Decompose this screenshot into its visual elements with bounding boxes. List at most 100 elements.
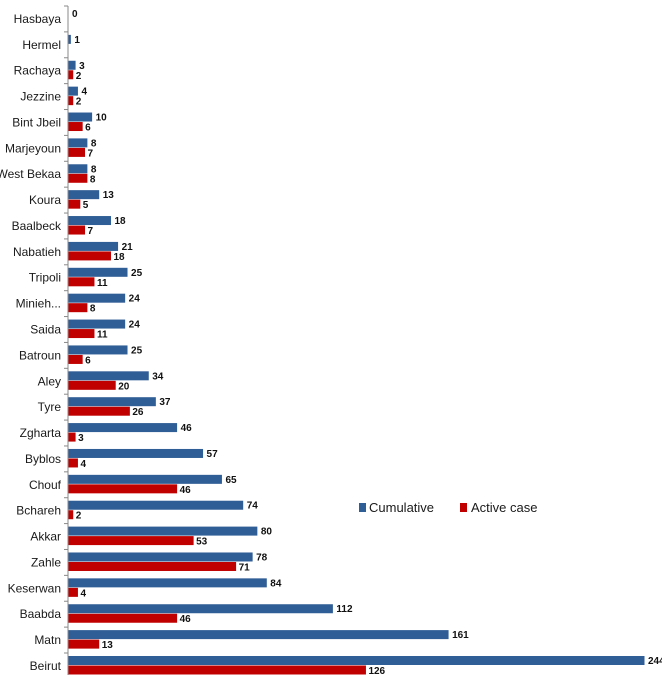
- legend-label-active-case: Active case: [471, 500, 537, 515]
- bar-cumulative-zgharta: [68, 423, 178, 433]
- value-label-cumulative-matn: 161: [452, 630, 469, 641]
- bar-cumulative-bchareh: [68, 500, 244, 510]
- bar-active-case-bchareh: [68, 510, 74, 520]
- legend-swatch-active-case: [460, 503, 467, 512]
- category-label-tyre: Tyre: [38, 400, 62, 414]
- bar-active-case-tyre: [68, 406, 130, 416]
- value-label-active-case-baalbeck: 7: [88, 226, 94, 237]
- value-label-cumulative-saida: 24: [129, 320, 141, 331]
- category-label-akkar: Akkar: [30, 530, 61, 544]
- value-label-active-case-west-bekaa: 8: [90, 174, 96, 185]
- bar-active-case-zahle: [68, 561, 237, 571]
- category-label-rachaya: Rachaya: [14, 64, 62, 78]
- value-label-cumulative-hasbaya: 0: [72, 9, 78, 20]
- value-label-active-case-zahle: 71: [239, 562, 251, 573]
- category-label-jezzine: Jezzine: [20, 90, 61, 104]
- value-label-cumulative-koura: 13: [103, 190, 115, 201]
- value-label-active-case-matn: 13: [102, 640, 114, 651]
- category-label-beirut: Beirut: [30, 659, 62, 673]
- category-label-saida: Saida: [30, 323, 61, 337]
- value-label-active-case-saida: 11: [97, 330, 108, 341]
- bar-active-case-koura: [68, 199, 81, 209]
- category-label-baabda: Baabda: [20, 607, 62, 621]
- category-label-hermel: Hermel: [22, 38, 61, 52]
- value-label-active-case-zgharta: 3: [78, 433, 84, 444]
- bar-cumulative-koura: [68, 190, 100, 200]
- value-label-active-case-rachaya: 2: [76, 71, 82, 82]
- bar-active-case-rachaya: [68, 70, 74, 80]
- category-label-zahle: Zahle: [31, 555, 61, 569]
- category-label-byblos: Byblos: [25, 452, 61, 466]
- value-label-active-case-baabda: 46: [180, 614, 192, 625]
- bar-active-case-akkar: [68, 536, 194, 546]
- bar-active-case-batroun: [68, 354, 83, 364]
- value-label-cumulative-akkar: 80: [261, 527, 273, 538]
- bar-cumulative-byblos: [68, 448, 204, 458]
- bar-cumulative-chouf: [68, 474, 222, 484]
- category-label-koura: Koura: [29, 193, 61, 207]
- category-label-batroun: Batroun: [19, 348, 61, 362]
- bar-active-case-zgharta: [68, 432, 76, 442]
- bar-active-case-chouf: [68, 484, 178, 494]
- bar-active-case-keserwan: [68, 587, 78, 597]
- bar-active-case-tripoli: [68, 277, 95, 287]
- bar-cumulative-minieh: [68, 293, 126, 303]
- value-label-cumulative-zahle: 78: [256, 552, 268, 563]
- bar-cumulative-baalbeck: [68, 216, 111, 226]
- category-label-matn: Matn: [34, 633, 61, 647]
- bar-cumulative-nabatieh: [68, 241, 119, 251]
- bar-active-case-saida: [68, 329, 95, 339]
- bar-cumulative-west-bekaa: [68, 164, 88, 174]
- bar-cumulative-saida: [68, 319, 126, 329]
- category-label-chouf: Chouf: [29, 478, 62, 492]
- value-label-active-case-byblos: 4: [80, 459, 86, 470]
- value-label-active-case-marjeyoun: 7: [88, 148, 94, 159]
- bar-cumulative-keserwan: [68, 578, 267, 588]
- category-label-zgharta: Zgharta: [20, 426, 62, 440]
- category-label-bint-jbeil: Bint Jbeil: [12, 115, 61, 129]
- value-label-cumulative-beirut: 244: [648, 656, 662, 667]
- bar-cumulative-beirut: [68, 656, 645, 665]
- bar-active-case-aley: [68, 380, 116, 390]
- value-label-cumulative-tyre: 37: [159, 397, 171, 408]
- value-label-cumulative-bint-jbeil: 10: [96, 113, 108, 124]
- bars: [68, 34, 645, 675]
- value-label-cumulative-hermel: 1: [74, 35, 80, 46]
- value-label-active-case-keserwan: 4: [80, 588, 86, 599]
- value-label-cumulative-baalbeck: 18: [114, 216, 126, 227]
- bar-active-case-matn: [68, 639, 100, 649]
- bar-cumulative-hermel: [68, 34, 71, 44]
- value-label-cumulative-bchareh: 74: [247, 501, 259, 512]
- value-label-cumulative-jezzine: 4: [81, 87, 87, 98]
- bar-active-case-bint-jbeil: [68, 122, 83, 132]
- bar-cumulative-marjeyoun: [68, 138, 88, 148]
- legend-label-cumulative: Cumulative: [369, 500, 434, 515]
- value-label-active-case-jezzine: 2: [76, 97, 82, 108]
- bar-active-case-west-bekaa: [68, 173, 88, 183]
- value-label-cumulative-rachaya: 3: [79, 61, 85, 72]
- bar-active-case-nabatieh: [68, 251, 111, 261]
- value-label-cumulative-baabda: 112: [336, 604, 353, 615]
- value-label-cumulative-chouf: 65: [225, 475, 237, 486]
- category-label-west-bekaa: West Bekaa: [0, 167, 61, 181]
- category-label-aley: Aley: [38, 374, 61, 388]
- bar-cumulative-akkar: [68, 526, 258, 536]
- bar-active-case-marjeyoun: [68, 147, 86, 157]
- value-label-cumulative-zgharta: 46: [181, 423, 193, 434]
- legend-swatch-cumulative: [359, 503, 366, 512]
- value-label-active-case-aley: 20: [118, 381, 130, 392]
- value-label-active-case-batroun: 6: [85, 355, 91, 366]
- bar-cumulative-batroun: [68, 345, 128, 355]
- value-label-cumulative-minieh: 24: [129, 294, 141, 305]
- bar-active-case-minieh: [68, 303, 88, 313]
- bar-active-case-byblos: [68, 458, 78, 468]
- category-label-minieh: Minieh...: [16, 297, 61, 311]
- category-label-bchareh: Bchareh: [16, 504, 61, 518]
- bar-cumulative-matn: [68, 630, 449, 640]
- bar-cumulative-aley: [68, 371, 149, 381]
- bar-cumulative-rachaya: [68, 60, 76, 70]
- bar-active-case-jezzine: [68, 96, 74, 106]
- bar-active-case-beirut: [68, 665, 366, 675]
